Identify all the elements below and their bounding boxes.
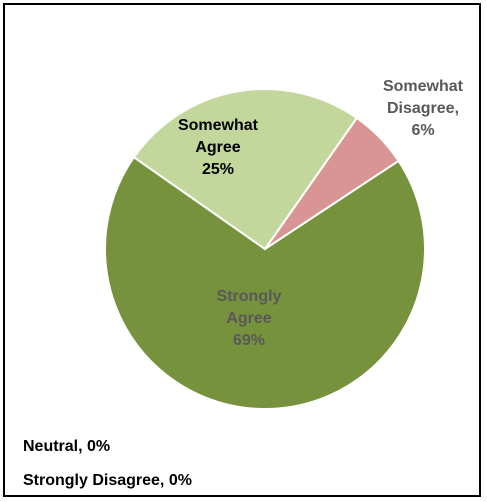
data-label-somewhat-agree: Somewhat Agree 25%: [178, 117, 259, 178]
data-label-somewhat-disagree: Somewhat Disagree, 6%: [383, 78, 464, 139]
data-label-strongly-disagree: Strongly Disagree, 0%: [23, 472, 192, 489]
chart-frame: Somewhat Disagree, 6% Strongly Agree 69% Somew…: [3, 3, 481, 497]
pie-slice-somewhat-agree: [132, 88, 359, 251]
pie-slice-strongly-agree: [104, 155, 426, 410]
pie-chart: Somewhat Disagree, 6% Strongly Agree 69% Somew…: [23, 78, 464, 489]
data-label-neutral: Neutral, 0%: [23, 438, 110, 455]
data-label-strongly-agree: Strongly Agree 69%: [217, 288, 282, 349]
